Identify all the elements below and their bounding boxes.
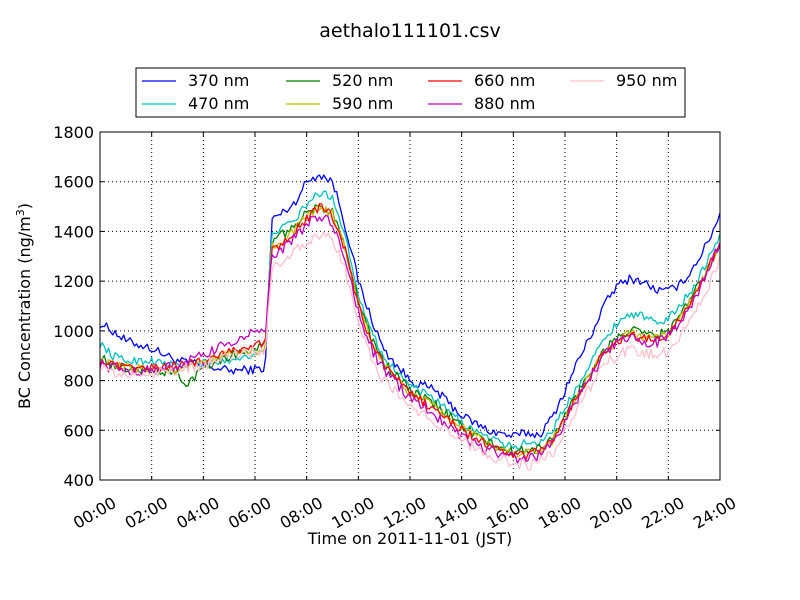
series-line-370-nm	[99, 174, 721, 439]
y-tick-label: 1400	[53, 222, 94, 241]
x-tick-label: 06:00	[225, 493, 274, 533]
chart-title: aethalo111101.csv	[319, 20, 501, 42]
y-tick-label: 1000	[53, 322, 94, 341]
y-tick-label: 1600	[53, 173, 94, 192]
x-tick-label: 20:00	[587, 493, 636, 533]
plot-area	[99, 131, 721, 481]
series-lines	[99, 174, 721, 471]
legend-label: 520 nm	[332, 71, 393, 90]
y-axis-label: BC Concentration (ng/m3)	[14, 203, 34, 409]
y-tick-label: 600	[63, 421, 94, 440]
x-tick-labels: 00:00 02:00 04:00 06:00 08:00 10:00 12:00 14:00…	[70, 493, 739, 533]
y-tick-label: 1800	[53, 123, 94, 142]
legend-box	[135, 67, 686, 118]
legend-label: 370 nm	[188, 71, 249, 90]
legend-label: 590 nm	[332, 94, 393, 113]
x-axis-label: Time on 2011-11-01 (JST)	[307, 529, 512, 548]
series-line-950-nm	[99, 231, 721, 471]
ticks	[99, 131, 721, 481]
legend-label: 660 nm	[474, 71, 535, 90]
legend-label: 470 nm	[188, 94, 249, 113]
x-tick-label: 22:00	[638, 493, 687, 533]
y-tick-labels: 400 600 800 1000 1200 1400 1600 1800	[53, 123, 94, 490]
legend-label: 950 nm	[616, 71, 677, 90]
grid	[100, 132, 720, 480]
x-tick-label: 12:00	[380, 493, 429, 533]
x-tick-label: 24:00	[690, 493, 739, 533]
x-tick-label: 18:00	[535, 493, 584, 533]
x-tick-label: 10:00	[328, 493, 377, 533]
x-tick-label: 00:00	[70, 493, 119, 533]
y-axis-label-close: )	[15, 203, 34, 209]
y-axis-label-main: BC Concentration (ng/m	[15, 216, 34, 409]
x-tick-label: 02:00	[122, 493, 171, 533]
x-tick-label: 08:00	[277, 493, 326, 533]
y-tick-label: 800	[63, 372, 94, 391]
x-tick-label: 14:00	[432, 493, 481, 533]
y-tick-label: 400	[63, 471, 94, 490]
legend-label: 880 nm	[474, 94, 535, 113]
x-tick-label: 04:00	[173, 493, 222, 533]
series-line-880-nm	[99, 214, 721, 465]
y-tick-label: 1200	[53, 272, 94, 291]
y-axis-label-sup: 3	[14, 209, 27, 216]
plot-background	[100, 132, 720, 480]
x-tick-label: 16:00	[483, 493, 532, 533]
legend: 370 nm 470 nm 520 nm 590 nm 660 nm 880 nm 950 …	[135, 67, 686, 118]
